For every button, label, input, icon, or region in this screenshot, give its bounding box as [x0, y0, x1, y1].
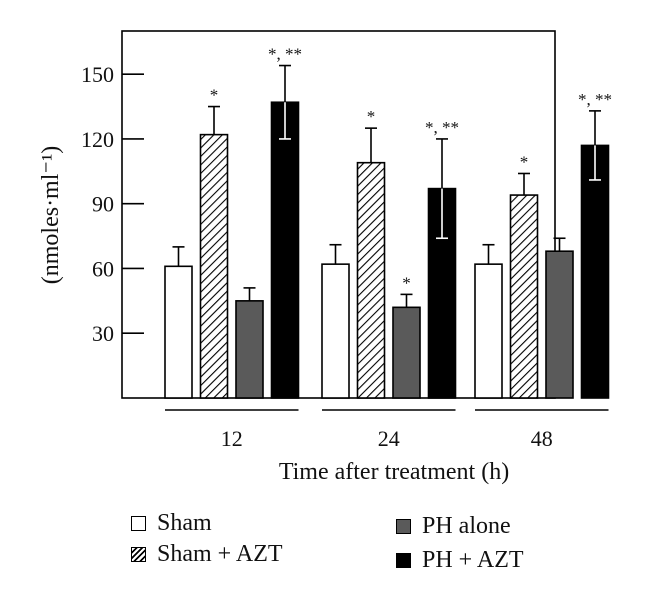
x-tick-label-24: 24 — [378, 426, 400, 451]
x-tick-label-12: 12 — [221, 426, 243, 451]
x-axis-label: Time after treatment (h) — [279, 459, 509, 485]
y-axis-label: (nmoles·ml⁻¹) — [38, 146, 64, 285]
legend-swatch-dark-gray — [396, 519, 411, 534]
bar-ph-azt-48 — [580, 144, 610, 399]
legend-item-ph-alone: PH alone — [396, 513, 511, 540]
legend-item-sham-azt: Sham + AZT — [131, 541, 283, 568]
legend-swatch-hatched — [131, 547, 146, 562]
legend-label-sham: Sham — [157, 510, 212, 536]
y-tick-label-150: 150 — [81, 62, 114, 87]
bar-ph-azt-12 — [270, 101, 300, 399]
significance-label-sham-azt-48: * — [520, 152, 529, 171]
bar-ph-alone-48 — [545, 250, 574, 399]
y-tick-label-30: 30 — [92, 321, 114, 346]
significance-label-ph-alone-24: * — [402, 273, 411, 292]
bar-sham-48 — [474, 263, 503, 399]
legend-item-sham: Sham — [131, 510, 212, 537]
y-tick-label-90: 90 — [92, 192, 114, 217]
legend-label-ph-azt: PH + AZT — [422, 547, 524, 573]
significance-label-sham-azt-12: * — [210, 86, 219, 105]
bar-ph-alone-12 — [235, 300, 264, 399]
significance-label-ph-azt-12: *, ** — [268, 45, 302, 64]
significance-label-ph-azt-24: *, ** — [425, 118, 459, 137]
bar-sham-24 — [321, 263, 350, 399]
legend-swatch-black — [396, 553, 411, 568]
y-tick-label-60: 60 — [92, 256, 114, 281]
x-tick-label-48: 48 — [531, 426, 553, 451]
legend-item-ph-azt: PH + AZT — [396, 547, 524, 574]
legend-swatch-white — [131, 516, 146, 531]
significance-label-sham-azt-24: * — [367, 107, 376, 126]
bar-ph-alone-24 — [392, 306, 421, 399]
bar-sham-azt-12 — [199, 133, 229, 399]
bar-sham-azt-48 — [509, 194, 539, 399]
y-tick-label-120: 120 — [81, 127, 114, 152]
legend-label-ph-alone: PH alone — [422, 513, 511, 539]
legend-label-sham-azt: Sham + AZT — [157, 541, 283, 567]
significance-label-ph-azt-48: *, ** — [578, 90, 612, 109]
bar-sham-12 — [164, 265, 193, 399]
bar-sham-azt-24 — [356, 161, 386, 399]
